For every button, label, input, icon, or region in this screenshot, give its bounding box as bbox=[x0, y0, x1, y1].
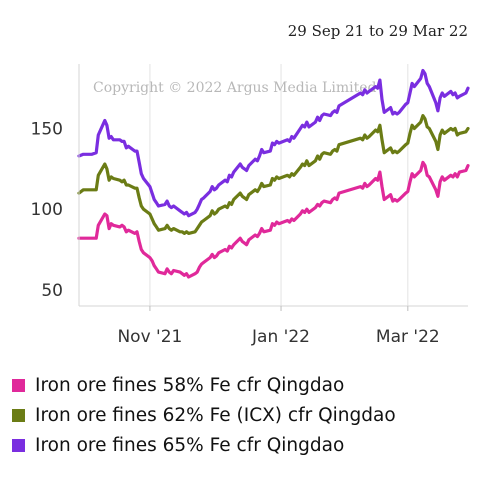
chart-axes: 50 100 150 Nov '21 Jan '22 Mar '22 bbox=[31, 64, 468, 347]
legend-item-65[interactable]: Iron ore fines 65% Fe cfr Qingdao bbox=[12, 430, 396, 460]
y-tick-label-0: 50 bbox=[41, 281, 63, 301]
x-tick-label-0: Nov '21 bbox=[117, 327, 182, 347]
chart-legend: Iron ore fines 58% Fe cfr Qingdao Iron o… bbox=[12, 370, 396, 460]
copyright-watermark: Copyright © 2022 Argus Media Limited bbox=[93, 80, 376, 96]
legend-label-58: Iron ore fines 58% Fe cfr Qingdao bbox=[35, 374, 345, 396]
series-65-line bbox=[77, 68, 470, 218]
date-range-label: 29 Sep 21 to 29 Mar 22 bbox=[287, 22, 468, 40]
legend-label-62: Iron ore fines 62% Fe (ICX) cfr Qingdao bbox=[35, 404, 396, 426]
legend-label-65: Iron ore fines 65% Fe cfr Qingdao bbox=[35, 434, 345, 456]
series-58-line bbox=[77, 160, 470, 279]
chart-series bbox=[77, 68, 470, 279]
y-tick-label-1: 100 bbox=[31, 200, 63, 220]
x-tick-label-1: Jan '22 bbox=[251, 327, 310, 347]
x-tick-label-2: Mar '22 bbox=[376, 327, 440, 347]
legend-swatch-58 bbox=[12, 378, 25, 392]
price-chart: Copyright © 2022 Argus Media Limited 50 1… bbox=[31, 64, 470, 347]
y-tick-label-2: 150 bbox=[31, 120, 63, 140]
legend-item-58[interactable]: Iron ore fines 58% Fe cfr Qingdao bbox=[12, 370, 396, 400]
legend-swatch-62 bbox=[12, 408, 25, 422]
series-62-line bbox=[77, 113, 470, 235]
legend-item-62[interactable]: Iron ore fines 62% Fe (ICX) cfr Qingdao bbox=[12, 400, 396, 430]
legend-swatch-65 bbox=[12, 438, 25, 452]
